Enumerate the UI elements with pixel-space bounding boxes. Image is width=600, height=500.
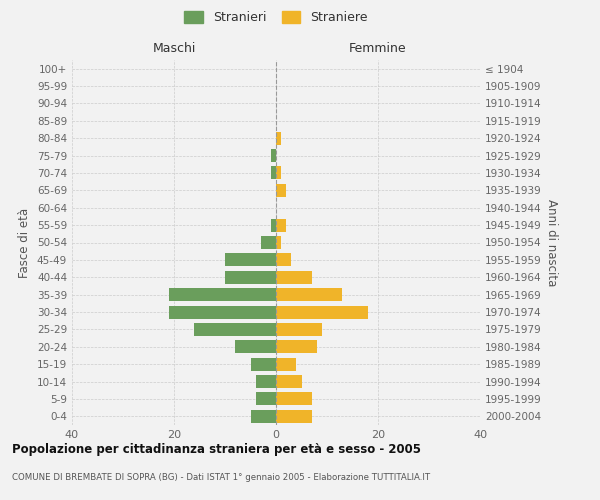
- Text: Femmine: Femmine: [349, 42, 407, 55]
- Bar: [271, 149, 276, 162]
- Text: Popolazione per cittadinanza straniera per età e sesso - 2005: Popolazione per cittadinanza straniera p…: [12, 442, 421, 456]
- Bar: [235, 340, 276, 353]
- Bar: [256, 375, 276, 388]
- Bar: [276, 288, 342, 301]
- Bar: [276, 358, 296, 370]
- Text: Maschi: Maschi: [152, 42, 196, 55]
- Bar: [276, 340, 317, 353]
- Y-axis label: Fasce di età: Fasce di età: [19, 208, 31, 278]
- Bar: [276, 392, 312, 406]
- Legend: Stranieri, Straniere: Stranieri, Straniere: [179, 6, 373, 29]
- Bar: [251, 358, 276, 370]
- Bar: [276, 218, 286, 232]
- Bar: [169, 288, 276, 301]
- Bar: [169, 306, 276, 318]
- Bar: [276, 375, 302, 388]
- Bar: [256, 392, 276, 406]
- Bar: [251, 410, 276, 423]
- Bar: [260, 236, 276, 249]
- Bar: [276, 323, 322, 336]
- Bar: [225, 270, 276, 284]
- Bar: [276, 132, 281, 144]
- Bar: [271, 218, 276, 232]
- Bar: [225, 254, 276, 266]
- Bar: [271, 166, 276, 179]
- Bar: [276, 270, 312, 284]
- Bar: [276, 166, 281, 179]
- Bar: [276, 254, 292, 266]
- Bar: [276, 410, 312, 423]
- Bar: [276, 236, 281, 249]
- Bar: [194, 323, 276, 336]
- Text: COMUNE DI BREMBATE DI SOPRA (BG) - Dati ISTAT 1° gennaio 2005 - Elaborazione TUT: COMUNE DI BREMBATE DI SOPRA (BG) - Dati …: [12, 472, 430, 482]
- Y-axis label: Anni di nascita: Anni di nascita: [545, 199, 558, 286]
- Bar: [276, 184, 286, 197]
- Bar: [276, 306, 368, 318]
